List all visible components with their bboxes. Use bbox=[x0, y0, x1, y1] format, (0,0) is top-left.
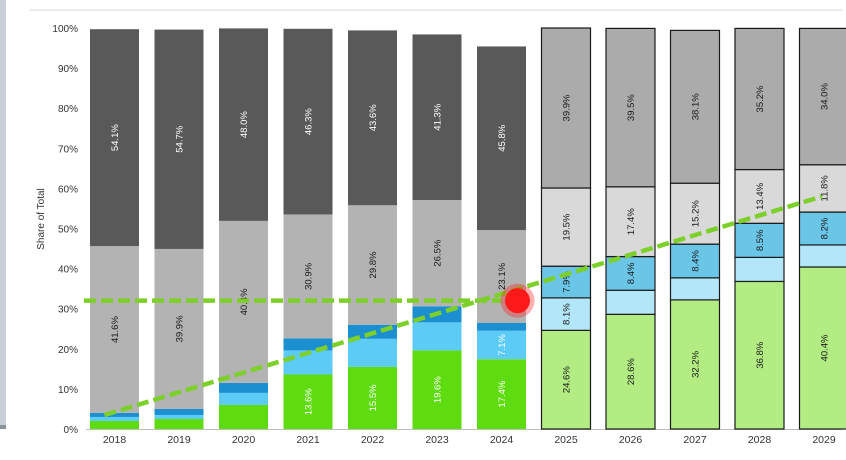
data-label-fourth-2019: 39.9% bbox=[175, 315, 186, 342]
bar-segment-second-2028 bbox=[735, 257, 784, 281]
x-tick-label-2021: 2021 bbox=[296, 434, 320, 446]
data-label-top-2026: 39.5% bbox=[626, 94, 637, 121]
data-label-top-2019: 54.7% bbox=[175, 125, 186, 152]
data-label-bottom-2027: 32.2% bbox=[691, 350, 702, 377]
data-label-fourth-2018: 41.6% bbox=[110, 316, 121, 343]
data-label-fourth-2026: 17.4% bbox=[626, 208, 637, 235]
data-label-top-2025: 39.9% bbox=[562, 94, 573, 121]
data-label-third-2029: 8.2% bbox=[820, 217, 831, 239]
data-label-top-2020: 48.0% bbox=[239, 111, 250, 138]
x-tick-label-2022: 2022 bbox=[361, 434, 385, 446]
x-tick-label-2025: 2025 bbox=[554, 434, 578, 446]
x-tick-label-2020: 2020 bbox=[232, 434, 256, 446]
data-label-top-2024: 45.8% bbox=[497, 124, 508, 151]
data-label-fourth-2028: 13.4% bbox=[755, 182, 766, 209]
y-tick-label-100pct: 100% bbox=[52, 24, 78, 35]
bar-segment-third-2020 bbox=[219, 383, 268, 393]
x-tick-label-2029: 2029 bbox=[812, 434, 836, 446]
bar-label-layer: 41.6% 54.1% 39.9% 54.7% 40.4% 48.0% 13.6% 30.9%… bbox=[110, 83, 831, 416]
x-tick-label-2027: 2027 bbox=[683, 434, 707, 446]
data-label-top-2022: 43.6% bbox=[368, 104, 379, 131]
data-label-second-2024: 7.1% bbox=[497, 334, 508, 356]
data-label-top-2029: 34.0% bbox=[820, 83, 831, 110]
bar-segment-second-2023 bbox=[413, 322, 462, 350]
data-label-fourth-2022: 29.8% bbox=[368, 251, 379, 278]
bar-segment-second-2018 bbox=[90, 417, 139, 421]
data-label-bottom-2023: 19.6% bbox=[433, 376, 444, 403]
y-tick-label-90pct: 90% bbox=[58, 64, 78, 75]
x-tick-label-2024: 2024 bbox=[490, 434, 514, 446]
data-label-top-2027: 38.1% bbox=[691, 93, 702, 120]
y-tick-label-50pct: 50% bbox=[58, 225, 78, 236]
data-label-top-2018: 54.1% bbox=[110, 124, 121, 151]
data-label-third-2027: 8.4% bbox=[691, 250, 702, 272]
data-label-bottom-2029: 40.4% bbox=[820, 334, 831, 361]
data-label-fourth-2024: 23.1% bbox=[497, 262, 508, 289]
data-label-bottom-2024: 17.4% bbox=[497, 380, 508, 407]
data-label-fourth-2025: 19.5% bbox=[562, 213, 573, 240]
bar-segment-second-2029 bbox=[800, 245, 846, 267]
data-label-bottom-2022: 15.5% bbox=[368, 384, 379, 411]
data-label-fourth-2027: 15.2% bbox=[691, 200, 702, 227]
bar-segment-bottom-2020 bbox=[219, 405, 268, 429]
x-tick-label-2023: 2023 bbox=[425, 434, 449, 446]
y-tick-label-0pct: 0% bbox=[64, 425, 79, 436]
y-axis: 0% 10% 20% 30% 40% 50% 60% 70% 80% 90% 100% bbox=[52, 24, 78, 436]
y-axis-title: Share of Total bbox=[36, 188, 47, 250]
x-tick-label-2018: 2018 bbox=[103, 434, 127, 446]
data-label-top-2028: 35.2% bbox=[755, 85, 766, 112]
x-tick-label-2028: 2028 bbox=[748, 434, 772, 446]
y-tick-label-20pct: 20% bbox=[58, 345, 78, 356]
y-tick-label-30pct: 30% bbox=[58, 305, 78, 316]
bar-segment-second-2022 bbox=[348, 339, 397, 367]
bar-segment-bottom-2018 bbox=[90, 421, 139, 429]
y-tick-label-70pct: 70% bbox=[58, 144, 78, 155]
window-edge bbox=[0, 0, 6, 425]
data-label-top-2021: 46.3% bbox=[304, 108, 315, 135]
data-label-fourth-2021: 30.9% bbox=[304, 262, 315, 289]
y-tick-label-60pct: 60% bbox=[58, 184, 78, 195]
y-tick-label-40pct: 40% bbox=[58, 265, 78, 276]
data-label-second-2025: 8.1% bbox=[562, 303, 573, 325]
data-label-bottom-2021: 13.6% bbox=[304, 388, 315, 415]
bar-segment-second-2020 bbox=[219, 393, 268, 405]
data-label-bottom-2025: 24.6% bbox=[562, 366, 573, 393]
data-label-fourth-2023: 26.5% bbox=[433, 239, 444, 266]
bar-layer bbox=[90, 28, 846, 429]
data-label-third-2028: 8.5% bbox=[755, 229, 766, 251]
intersection-marker bbox=[505, 288, 530, 313]
x-tick-label-2019: 2019 bbox=[167, 434, 191, 446]
data-label-bottom-2028: 36.8% bbox=[755, 341, 766, 368]
y-tick-label-10pct: 10% bbox=[58, 385, 78, 396]
data-label-bottom-2026: 28.6% bbox=[626, 358, 637, 385]
y-tick-label-80pct: 80% bbox=[58, 104, 78, 115]
bar-segment-third-2024 bbox=[477, 323, 526, 331]
bar-segment-second-2027 bbox=[671, 278, 720, 300]
bar-segment-third-2019 bbox=[155, 409, 204, 415]
bar-segment-bottom-2019 bbox=[155, 419, 204, 429]
window-edge-mark bbox=[0, 425, 6, 429]
data-label-top-2023: 41.3% bbox=[433, 103, 444, 130]
bar-segment-second-2026 bbox=[606, 290, 655, 314]
x-axis: 2018 2019 2020 2021 2022 2023 2024 2025 2026 2027… bbox=[103, 434, 836, 446]
data-label-third-2026: 8.4% bbox=[626, 262, 637, 284]
bar-segment-second-2019 bbox=[155, 415, 204, 419]
x-tick-label-2026: 2026 bbox=[619, 434, 643, 446]
